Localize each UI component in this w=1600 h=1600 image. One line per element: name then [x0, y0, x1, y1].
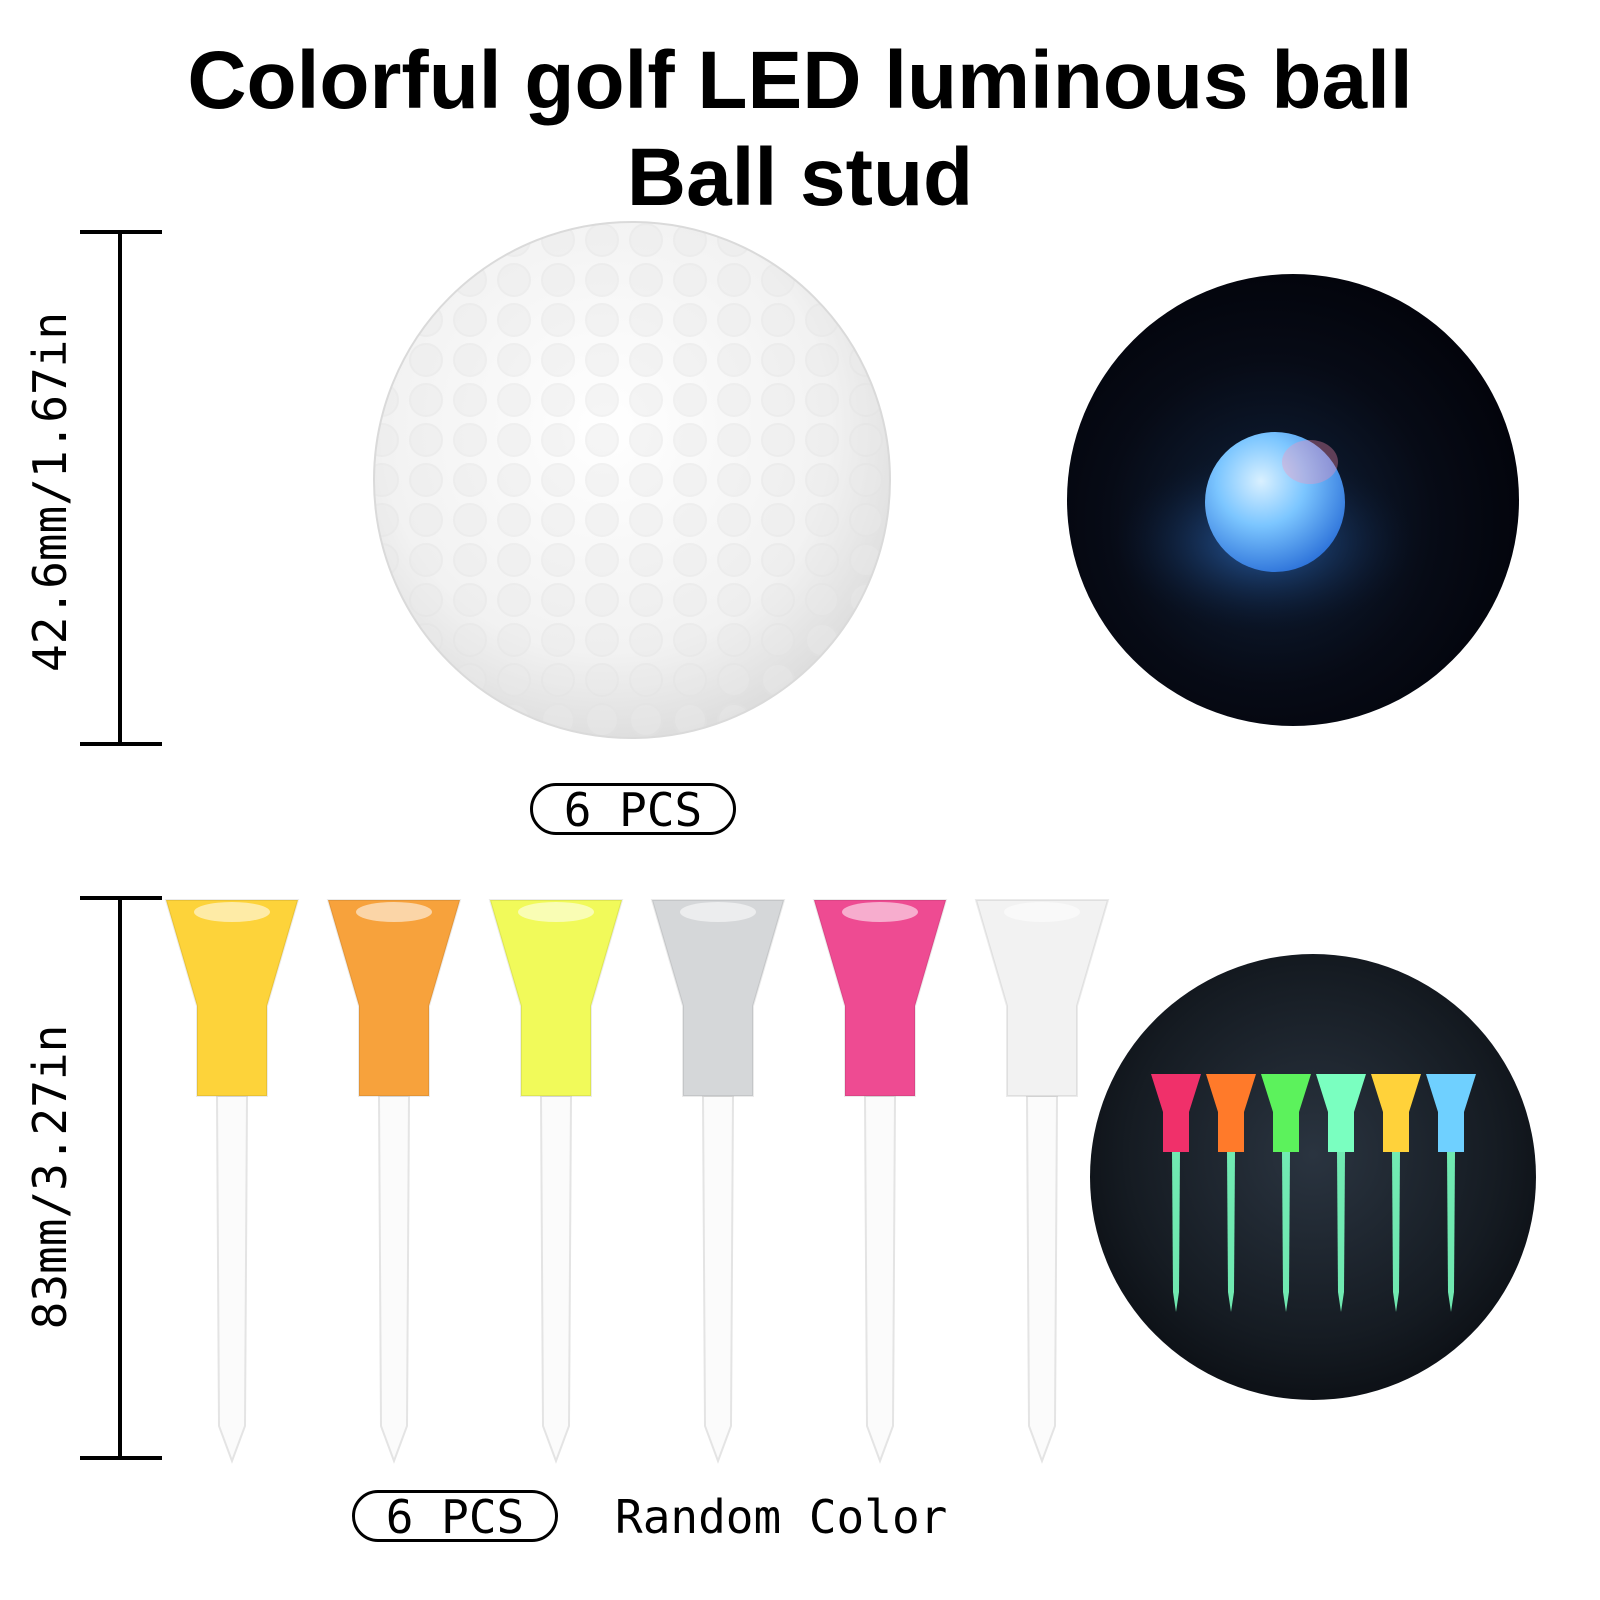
golf-ball-image	[373, 221, 891, 739]
glowing-tee	[1261, 1074, 1311, 1312]
golf-tee	[812, 899, 948, 1464]
glowing-tee	[1151, 1074, 1201, 1312]
glowing-tee	[1371, 1074, 1421, 1312]
glowing-golf-ball	[1205, 432, 1345, 572]
golf-tee	[326, 899, 462, 1464]
random-color-note: Random Color	[615, 1490, 948, 1544]
glowing-ball-photo	[1067, 274, 1519, 726]
golf-tee	[164, 899, 300, 1464]
page-title: Colorful golf LED luminous ball	[187, 35, 1413, 126]
glowing-tees-photo	[1090, 954, 1536, 1400]
golf-tee	[650, 899, 786, 1464]
tee-dimension-label: 83mm/3.27in	[23, 1024, 77, 1330]
tee-dimension-bottom-tick	[80, 1456, 162, 1460]
golf-tee	[488, 899, 624, 1464]
ball-quantity-badge: 6 PCS	[530, 783, 736, 835]
ball-dimension-line	[118, 230, 122, 744]
ball-dimension-label: 42.6mm/1.67in	[23, 311, 77, 672]
golf-tees-image	[164, 899, 1110, 1464]
page-subtitle: Ball stud	[626, 132, 974, 223]
golf-tee	[974, 899, 1110, 1464]
ball-dimension-bottom-tick	[80, 742, 162, 746]
tee-quantity-badge: 6 PCS	[352, 1490, 558, 1542]
glowing-tee	[1426, 1074, 1476, 1312]
glowing-tee	[1206, 1074, 1256, 1312]
tee-dimension-line	[118, 896, 122, 1458]
glowing-tee	[1316, 1074, 1366, 1312]
